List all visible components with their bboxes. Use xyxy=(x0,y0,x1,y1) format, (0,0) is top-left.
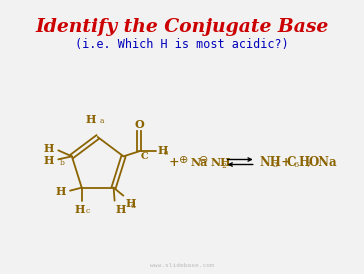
Text: C: C xyxy=(141,152,149,161)
Text: O: O xyxy=(134,119,144,130)
Text: (i.e. Which H is most acidic?): (i.e. Which H is most acidic?) xyxy=(75,38,289,51)
Text: ⊖: ⊖ xyxy=(199,155,208,165)
Text: H: H xyxy=(44,143,54,154)
Text: ONa: ONa xyxy=(309,156,338,169)
Text: a: a xyxy=(100,117,104,125)
Text: H: H xyxy=(298,156,309,169)
Text: c: c xyxy=(86,207,90,215)
Text: +: + xyxy=(277,156,295,169)
Text: H: H xyxy=(44,155,54,166)
Text: e: e xyxy=(163,149,168,157)
Text: ⊕: ⊕ xyxy=(179,155,189,165)
Text: 3: 3 xyxy=(272,161,277,169)
Text: www.slidebase.com: www.slidebase.com xyxy=(150,263,214,268)
Text: Identify the Conjugate Base: Identify the Conjugate Base xyxy=(35,18,329,36)
Text: H: H xyxy=(56,186,66,197)
Text: +: + xyxy=(169,156,179,169)
Text: 2: 2 xyxy=(222,162,227,170)
Text: H: H xyxy=(75,204,85,215)
Text: NH: NH xyxy=(210,158,231,169)
Text: d: d xyxy=(131,202,136,210)
Text: H: H xyxy=(85,114,96,125)
Text: NH: NH xyxy=(260,156,281,169)
Text: b: b xyxy=(60,159,65,167)
Text: 7: 7 xyxy=(305,161,310,169)
Text: H: H xyxy=(157,145,168,156)
Text: 6: 6 xyxy=(293,161,299,169)
Text: C: C xyxy=(287,156,296,169)
Text: Na: Na xyxy=(191,158,208,169)
Text: H: H xyxy=(125,198,136,209)
Text: H: H xyxy=(115,204,126,215)
